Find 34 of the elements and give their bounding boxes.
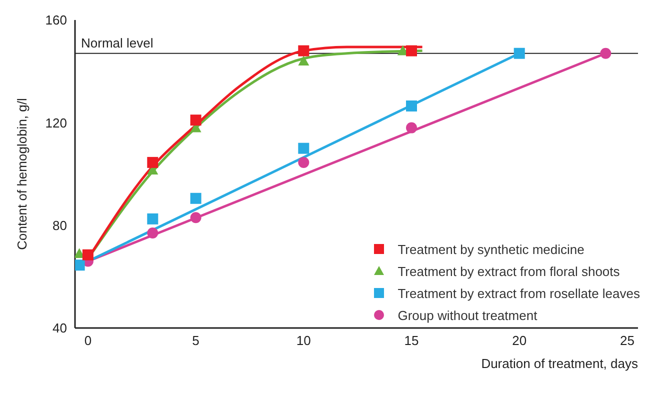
point bbox=[406, 100, 418, 112]
point bbox=[190, 114, 202, 126]
point bbox=[514, 48, 525, 59]
x-tick-label: 5 bbox=[192, 333, 200, 348]
x-tick-label: 15 bbox=[404, 333, 419, 348]
point bbox=[406, 122, 418, 134]
point bbox=[298, 142, 310, 154]
point bbox=[147, 228, 158, 239]
point bbox=[147, 213, 158, 224]
point bbox=[298, 56, 310, 66]
x-tick-label: 25 bbox=[620, 333, 634, 348]
x-tick-label: 20 bbox=[512, 333, 527, 348]
point bbox=[190, 212, 202, 224]
y-tick-label: 80 bbox=[52, 218, 67, 233]
legend-label: Group without treatment bbox=[398, 308, 538, 322]
ref-line-label: Normal level bbox=[81, 35, 154, 50]
legend-label: Treatment by extract from rosellate leaves bbox=[398, 286, 640, 300]
point bbox=[600, 48, 612, 59]
point bbox=[147, 156, 158, 168]
point bbox=[298, 156, 310, 168]
y-tick-label: 40 bbox=[52, 320, 67, 336]
y-tick-label: 120 bbox=[45, 115, 67, 130]
legend-label: Treatment by extract from floral shoots bbox=[398, 264, 620, 278]
y-axis-title: Content of hemoglobin, g/l bbox=[14, 98, 30, 250]
point bbox=[75, 260, 85, 271]
point bbox=[190, 192, 202, 204]
point bbox=[298, 45, 310, 56]
point bbox=[82, 249, 94, 260]
x-tick-label: 0 bbox=[84, 333, 92, 348]
y-tick-label: 160 bbox=[45, 12, 67, 28]
x-tick-label: 10 bbox=[296, 333, 311, 348]
x-axis-title: Duration of treatment, days bbox=[481, 356, 638, 371]
legend-label: Treatment by synthetic medicine bbox=[398, 242, 584, 256]
point bbox=[406, 45, 418, 56]
